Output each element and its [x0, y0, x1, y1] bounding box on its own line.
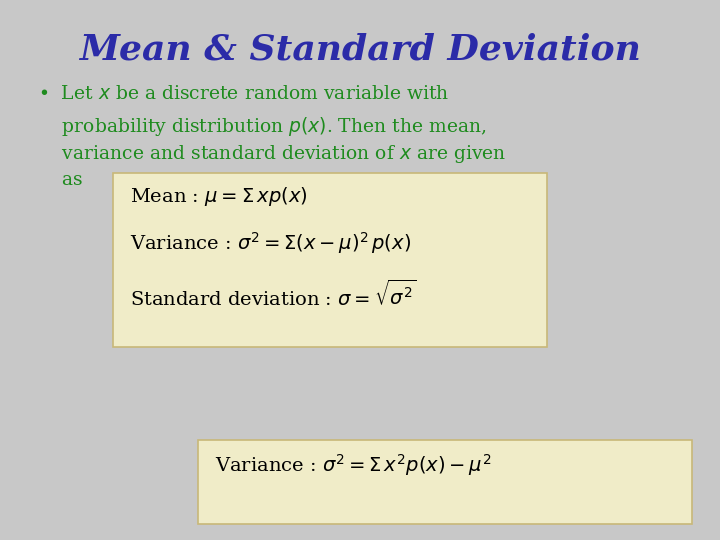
Text: Variance : $\sigma^2 = \Sigma(x-\mu)^2\, p(x)$: Variance : $\sigma^2 = \Sigma(x-\mu)^2\,…	[130, 230, 411, 256]
Text: Mean : $\mu = \Sigma\, xp(x)$: Mean : $\mu = \Sigma\, xp(x)$	[130, 185, 307, 208]
FancyBboxPatch shape	[113, 173, 547, 347]
Text: as: as	[38, 171, 83, 189]
Text: •  Let $x$ be a discrete random variable with: • Let $x$ be a discrete random variable …	[38, 85, 449, 103]
FancyBboxPatch shape	[198, 440, 692, 524]
Text: Variance : $\sigma^2 = \Sigma\, x^2 p(x) - \mu^2$: Variance : $\sigma^2 = \Sigma\, x^2 p(x)…	[215, 452, 491, 478]
Text: Standard deviation : $\sigma = \sqrt{\sigma^2}$: Standard deviation : $\sigma = \sqrt{\si…	[130, 280, 417, 310]
Text: Mean & Standard Deviation: Mean & Standard Deviation	[79, 32, 641, 66]
Text: variance and standard deviation of $x$ are given: variance and standard deviation of $x$ a…	[38, 143, 506, 165]
Text: probability distribution $p(x)$. Then the mean,: probability distribution $p(x)$. Then th…	[38, 115, 487, 138]
